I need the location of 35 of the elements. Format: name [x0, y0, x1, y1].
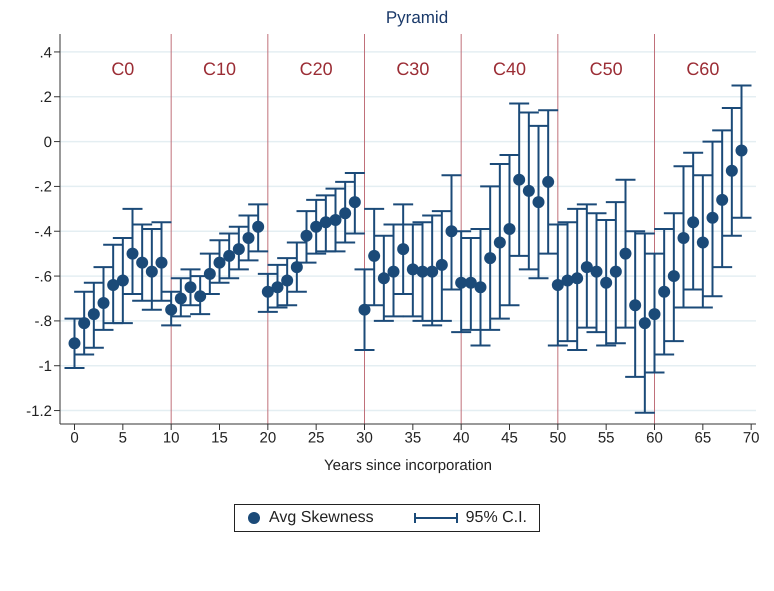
y-tick-label: .4	[39, 44, 52, 62]
y-tick-label: -.8	[34, 313, 52, 330]
x-tick-label: 65	[694, 430, 712, 447]
annotation: C50	[590, 58, 623, 79]
annotation: C20	[300, 58, 333, 79]
y-tick-label: 0	[44, 134, 52, 151]
x-tick-label: 20	[259, 430, 276, 447]
y-tick-label: -.2	[34, 178, 52, 196]
x-tick-label: 40	[452, 430, 470, 447]
x-tick-label: 0	[70, 430, 79, 447]
x-tick-label: 60	[646, 430, 663, 447]
x-tick-label: 55	[598, 430, 615, 447]
annotation: C0	[111, 58, 134, 79]
annotation: C60	[686, 58, 720, 79]
annotation: C10	[202, 58, 236, 79]
x-tick-label: 50	[549, 430, 566, 447]
x-tick-label: 25	[308, 430, 325, 447]
y-tick-label: -1	[38, 358, 52, 376]
y-tick-label: -.6	[34, 268, 52, 286]
y-tick-label: -.4	[34, 224, 52, 241]
legend-label: Avg Skewness	[268, 509, 374, 527]
x-tick-label: 30	[356, 430, 373, 447]
x-tick-label: 70	[742, 430, 760, 447]
chart-title: Pyramid	[384, 8, 450, 28]
y-tick-label: -1.2	[26, 402, 52, 420]
annotation: C40	[492, 58, 526, 79]
y-tick-label: .2	[39, 89, 52, 106]
x-tick-label: 15	[211, 430, 228, 447]
x-tick-label: 35	[404, 430, 422, 447]
annotation: C30	[396, 58, 430, 79]
x-axis-title: Years since incorporation	[324, 457, 492, 474]
x-tick-label: 10	[162, 430, 180, 447]
text: 95% C.I.	[466, 509, 527, 527]
x-tick-label: 45	[501, 430, 518, 447]
x-tick-label: 5	[118, 430, 128, 447]
